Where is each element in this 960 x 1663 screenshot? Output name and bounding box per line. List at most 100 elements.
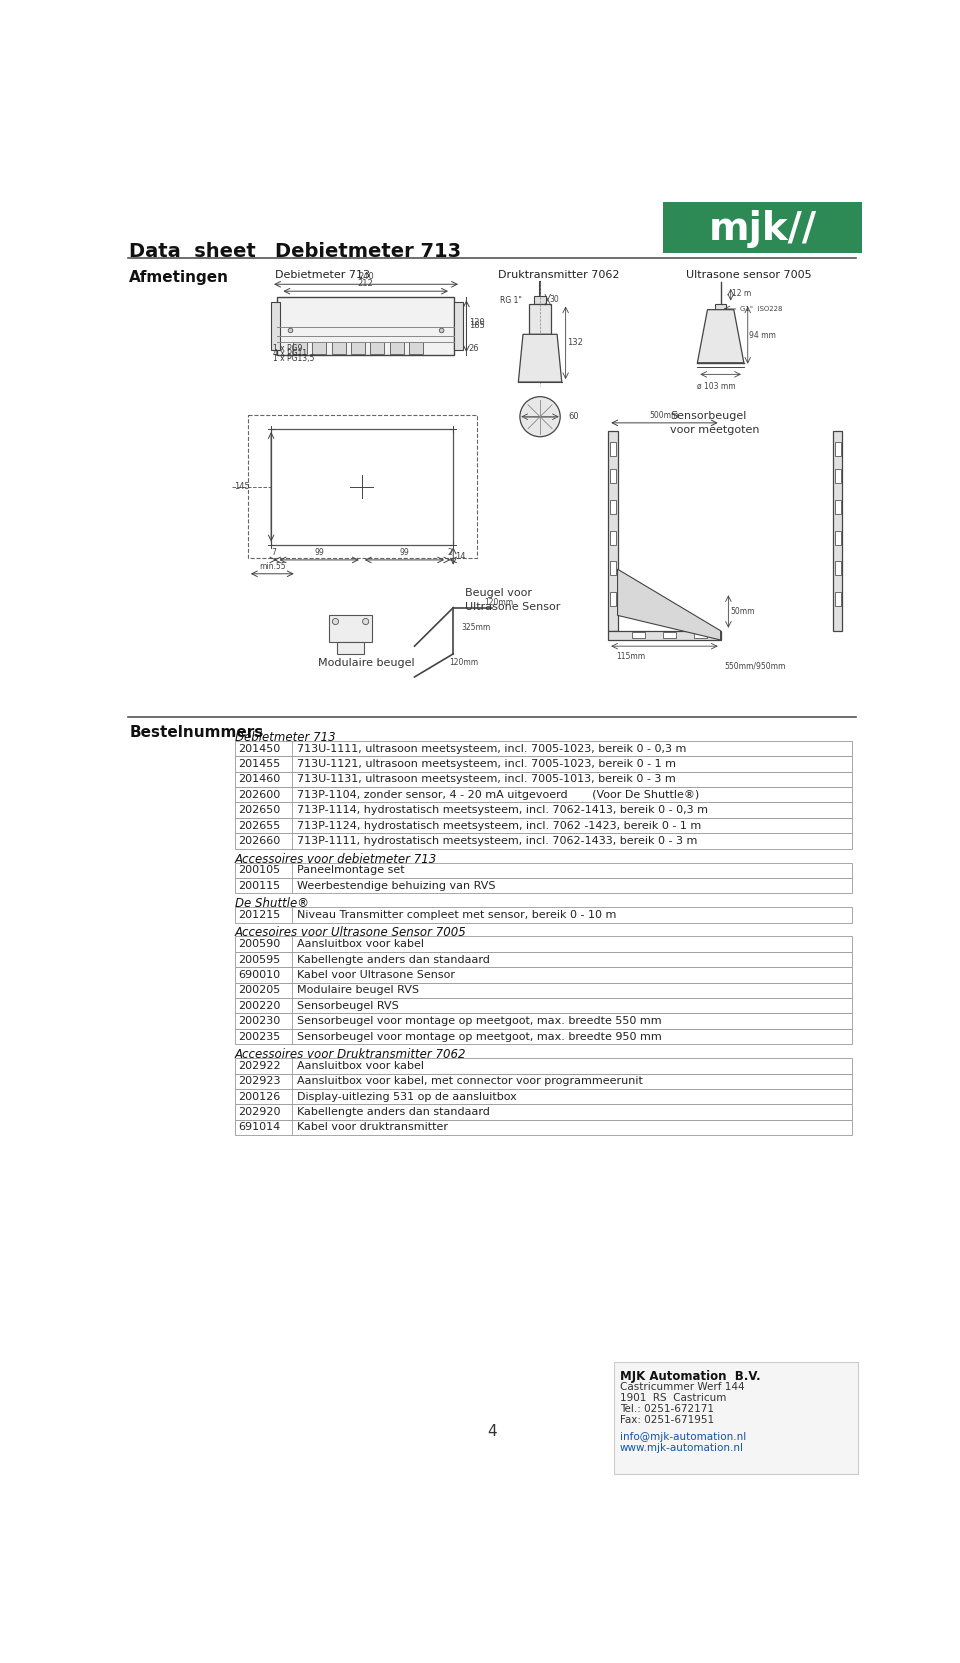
Text: 7: 7 bbox=[272, 547, 276, 557]
Text: Data  sheet: Data sheet bbox=[130, 241, 256, 261]
Text: 200115: 200115 bbox=[238, 881, 280, 891]
Text: Niveau Transmitter compleet met sensor, bereik 0 - 10 m: Niveau Transmitter compleet met sensor, … bbox=[297, 910, 616, 920]
Text: 200205: 200205 bbox=[238, 986, 280, 996]
Text: 200595: 200595 bbox=[238, 955, 280, 965]
Bar bbox=[834, 592, 841, 605]
Polygon shape bbox=[518, 334, 562, 382]
Text: Bestelnummers: Bestelnummers bbox=[130, 725, 264, 740]
Text: Debietmeter 713: Debietmeter 713 bbox=[234, 730, 335, 743]
Text: Fax: 0251-671951: Fax: 0251-671951 bbox=[620, 1415, 714, 1425]
Text: 325mm: 325mm bbox=[461, 624, 491, 632]
Bar bbox=[234, 742, 852, 757]
Circle shape bbox=[332, 619, 339, 625]
Bar bbox=[234, 968, 852, 983]
Text: 1901  RS  Castricum: 1901 RS Castricum bbox=[620, 1394, 727, 1404]
Text: 132: 132 bbox=[567, 338, 583, 348]
Text: 202650: 202650 bbox=[238, 805, 280, 815]
Bar bbox=[662, 632, 677, 639]
Text: 212: 212 bbox=[358, 279, 373, 288]
Text: mjk//: mjk// bbox=[708, 210, 817, 248]
Text: Sensorbeugel RVS: Sensorbeugel RVS bbox=[297, 1001, 398, 1011]
Bar bbox=[454, 303, 464, 349]
Text: 94 mm: 94 mm bbox=[750, 331, 777, 339]
Text: Ultrasone sensor 7005: Ultrasone sensor 7005 bbox=[685, 271, 811, 281]
Text: 30: 30 bbox=[549, 294, 559, 304]
Text: 145: 145 bbox=[234, 482, 250, 491]
Text: Druktransmitter 7062: Druktransmitter 7062 bbox=[498, 271, 620, 281]
Circle shape bbox=[363, 619, 369, 625]
Text: Modulaire beugel: Modulaire beugel bbox=[318, 657, 415, 669]
Text: 50mm: 50mm bbox=[731, 607, 756, 615]
Bar bbox=[234, 757, 852, 772]
Text: 99: 99 bbox=[399, 547, 409, 557]
Bar bbox=[277, 298, 454, 356]
Text: 115mm: 115mm bbox=[616, 652, 645, 662]
Text: 1 x PG9: 1 x PG9 bbox=[273, 344, 302, 353]
Bar bbox=[331, 343, 346, 354]
Bar bbox=[610, 442, 616, 456]
Bar bbox=[610, 530, 616, 544]
Text: 713P-1114, hydrostatisch meetsysteem, incl. 7062-1413, bereik 0 - 0,3 m: 713P-1114, hydrostatisch meetsysteem, in… bbox=[297, 805, 708, 815]
Bar bbox=[351, 343, 365, 354]
Bar bbox=[248, 416, 476, 557]
Bar bbox=[632, 632, 645, 639]
Text: Accessoires voor Druktransmitter 7062: Accessoires voor Druktransmitter 7062 bbox=[234, 1048, 467, 1061]
Text: Tel.: 0251-672171: Tel.: 0251-672171 bbox=[620, 1404, 714, 1414]
Text: 691014: 691014 bbox=[238, 1123, 280, 1133]
Bar bbox=[371, 343, 384, 354]
Bar bbox=[610, 501, 616, 514]
Text: Kabellengte anders dan standaard: Kabellengte anders dan standaard bbox=[297, 955, 490, 965]
Text: 60: 60 bbox=[568, 412, 579, 421]
Text: 202923: 202923 bbox=[238, 1076, 280, 1086]
Bar bbox=[834, 442, 841, 456]
Bar bbox=[390, 343, 403, 354]
Text: MJK Automation  B.V.: MJK Automation B.V. bbox=[620, 1370, 760, 1384]
Text: 201215: 201215 bbox=[238, 910, 280, 920]
Text: 202600: 202600 bbox=[238, 790, 280, 800]
Text: 713U-1121, ultrasoon meetsysteem, incl. 7005-1023, bereik 0 - 1 m: 713U-1121, ultrasoon meetsysteem, incl. … bbox=[297, 758, 676, 768]
Polygon shape bbox=[617, 569, 721, 640]
Bar bbox=[234, 803, 852, 818]
Text: info@mjk-automation.nl: info@mjk-automation.nl bbox=[620, 1432, 746, 1442]
Text: 200590: 200590 bbox=[238, 940, 280, 950]
Bar bbox=[234, 1029, 852, 1044]
Text: De Shuttle®: De Shuttle® bbox=[234, 896, 309, 910]
Text: 120mm: 120mm bbox=[449, 657, 478, 667]
Text: 200220: 200220 bbox=[238, 1001, 280, 1011]
Bar bbox=[234, 936, 852, 951]
Text: 202920: 202920 bbox=[238, 1108, 280, 1118]
Bar bbox=[662, 201, 862, 253]
Bar bbox=[234, 1013, 852, 1029]
Text: Aansluitbox voor kabel: Aansluitbox voor kabel bbox=[297, 940, 423, 950]
Text: 120: 120 bbox=[468, 318, 485, 328]
Text: 713U-1111, ultrasoon meetsysteem, incl. 7005-1023, bereik 0 - 0,3 m: 713U-1111, ultrasoon meetsysteem, incl. … bbox=[297, 743, 686, 753]
Text: 202660: 202660 bbox=[238, 836, 280, 846]
Bar bbox=[234, 908, 852, 923]
Text: 14: 14 bbox=[456, 552, 466, 560]
Text: 550mm/950mm: 550mm/950mm bbox=[725, 662, 786, 670]
Bar bbox=[534, 296, 546, 304]
Text: 690010: 690010 bbox=[238, 970, 280, 980]
Bar bbox=[834, 530, 841, 544]
Text: 200230: 200230 bbox=[238, 1016, 280, 1026]
Text: G1"  ISO228: G1" ISO228 bbox=[740, 306, 782, 313]
Bar bbox=[234, 1074, 852, 1089]
Text: 201450: 201450 bbox=[238, 743, 280, 753]
Bar bbox=[329, 615, 372, 642]
Bar bbox=[613, 1362, 858, 1473]
Polygon shape bbox=[697, 309, 744, 363]
Text: 201455: 201455 bbox=[238, 758, 280, 768]
Bar bbox=[609, 630, 721, 640]
Text: 713P-1111, hydrostatisch meetsysteem, incl. 7062-1433, bereik 0 - 3 m: 713P-1111, hydrostatisch meetsysteem, in… bbox=[297, 836, 697, 846]
Text: Accessoires voor debietmeter 713: Accessoires voor debietmeter 713 bbox=[234, 853, 437, 865]
Bar bbox=[234, 1089, 852, 1104]
Text: 200126: 200126 bbox=[238, 1091, 280, 1101]
Text: 12 m: 12 m bbox=[732, 289, 752, 298]
Text: RG 1": RG 1" bbox=[500, 296, 521, 304]
Bar bbox=[234, 1104, 852, 1119]
Circle shape bbox=[440, 328, 444, 333]
Text: 500mm: 500mm bbox=[650, 411, 679, 419]
Text: 4: 4 bbox=[487, 1424, 497, 1438]
Text: 1 x PG13,5: 1 x PG13,5 bbox=[273, 354, 314, 363]
Text: ø 103 mm: ø 103 mm bbox=[697, 382, 736, 391]
